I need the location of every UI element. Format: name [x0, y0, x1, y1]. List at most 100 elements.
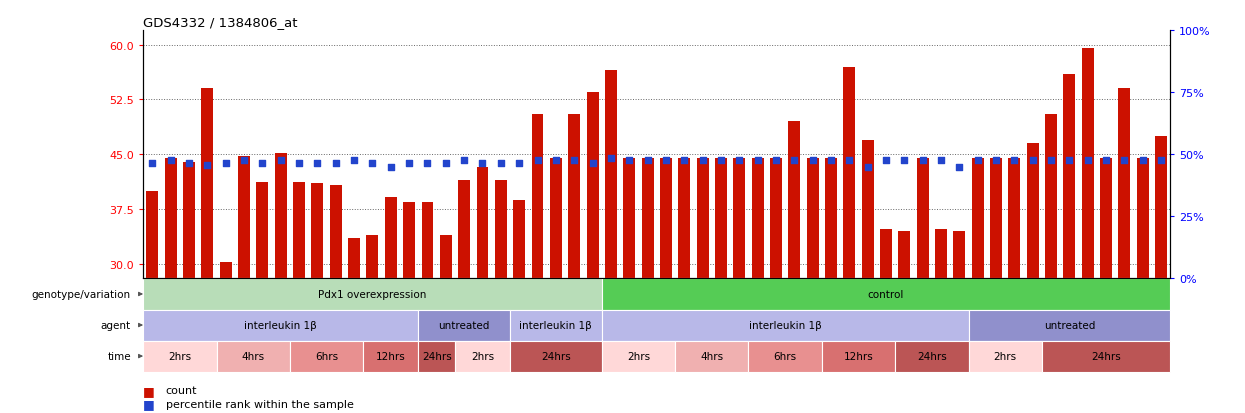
Bar: [494, 180, 507, 279]
Bar: [550, 159, 561, 279]
Point: [564, 157, 584, 164]
Point: [711, 157, 731, 164]
Point: [270, 157, 290, 164]
Point: [692, 157, 712, 164]
Point: [730, 157, 749, 164]
Bar: [202, 89, 213, 279]
Bar: [843, 67, 855, 279]
Point: [986, 157, 1006, 164]
Text: time: time: [107, 351, 131, 361]
Bar: [935, 229, 947, 279]
Text: genotype/variation: genotype/variation: [31, 289, 131, 299]
Bar: [733, 159, 746, 279]
Point: [545, 157, 565, 164]
Bar: [385, 197, 397, 279]
Bar: [418, 310, 510, 341]
Bar: [510, 341, 601, 372]
Bar: [660, 159, 672, 279]
Bar: [899, 231, 910, 279]
Point: [528, 157, 548, 164]
Bar: [675, 341, 748, 372]
Text: 2hrs: 2hrs: [994, 351, 1017, 361]
Bar: [275, 153, 286, 279]
Text: 12hrs: 12hrs: [376, 351, 406, 361]
Text: 2hrs: 2hrs: [471, 351, 494, 361]
Text: ■: ■: [143, 384, 154, 397]
Text: control: control: [868, 289, 904, 299]
Bar: [679, 159, 690, 279]
Bar: [822, 341, 895, 372]
Bar: [788, 122, 801, 279]
Point: [637, 157, 657, 164]
Bar: [477, 168, 488, 279]
Point: [656, 157, 676, 164]
Point: [1152, 157, 1172, 164]
Bar: [895, 341, 969, 372]
Bar: [217, 341, 290, 372]
Bar: [641, 159, 654, 279]
Text: 6hrs: 6hrs: [773, 351, 797, 361]
Point: [601, 155, 621, 162]
Bar: [1101, 159, 1112, 279]
Bar: [752, 159, 763, 279]
Text: ■: ■: [143, 397, 154, 411]
Bar: [954, 231, 965, 279]
Text: 2hrs: 2hrs: [168, 351, 192, 361]
Text: 24hrs: 24hrs: [1091, 351, 1120, 361]
Point: [436, 160, 456, 167]
Point: [1133, 157, 1153, 164]
Point: [362, 160, 382, 167]
Text: 4hrs: 4hrs: [700, 351, 723, 361]
Point: [931, 157, 951, 164]
Bar: [601, 279, 1170, 310]
Bar: [293, 183, 305, 279]
Bar: [147, 191, 158, 279]
Text: Pdx1 overexpression: Pdx1 overexpression: [319, 289, 427, 299]
Bar: [916, 159, 929, 279]
Bar: [454, 341, 510, 372]
Bar: [1008, 159, 1021, 279]
Text: interleukin 1β: interleukin 1β: [748, 320, 822, 330]
Point: [234, 157, 254, 164]
Point: [381, 165, 401, 171]
Point: [1041, 157, 1061, 164]
Bar: [568, 115, 580, 279]
Text: 24hrs: 24hrs: [422, 351, 452, 361]
Bar: [422, 202, 433, 279]
Point: [1023, 157, 1043, 164]
Point: [1059, 157, 1079, 164]
Point: [766, 157, 786, 164]
Point: [253, 160, 273, 167]
Text: interleukin 1β: interleukin 1β: [519, 320, 593, 330]
Bar: [1137, 159, 1149, 279]
Bar: [1063, 75, 1076, 279]
Bar: [458, 180, 471, 279]
Point: [913, 157, 933, 164]
Text: 24hrs: 24hrs: [542, 351, 570, 361]
Bar: [601, 310, 969, 341]
Bar: [586, 93, 599, 279]
Text: 12hrs: 12hrs: [844, 351, 874, 361]
Bar: [862, 140, 874, 279]
Point: [858, 165, 878, 171]
Bar: [1042, 341, 1170, 372]
Point: [454, 157, 474, 164]
Point: [748, 157, 768, 164]
Point: [1005, 157, 1025, 164]
Point: [473, 160, 493, 167]
Bar: [880, 229, 891, 279]
Text: 24hrs: 24hrs: [918, 351, 946, 361]
Bar: [349, 239, 360, 279]
Point: [344, 157, 364, 164]
Point: [803, 157, 823, 164]
Point: [820, 157, 840, 164]
Point: [326, 160, 346, 167]
Text: interleukin 1β: interleukin 1β: [244, 320, 317, 330]
Point: [839, 157, 859, 164]
Text: 4hrs: 4hrs: [242, 351, 265, 361]
Text: 2hrs: 2hrs: [626, 351, 650, 361]
Bar: [697, 159, 708, 279]
Point: [950, 165, 970, 171]
Text: untreated: untreated: [438, 320, 489, 330]
Bar: [532, 115, 544, 279]
